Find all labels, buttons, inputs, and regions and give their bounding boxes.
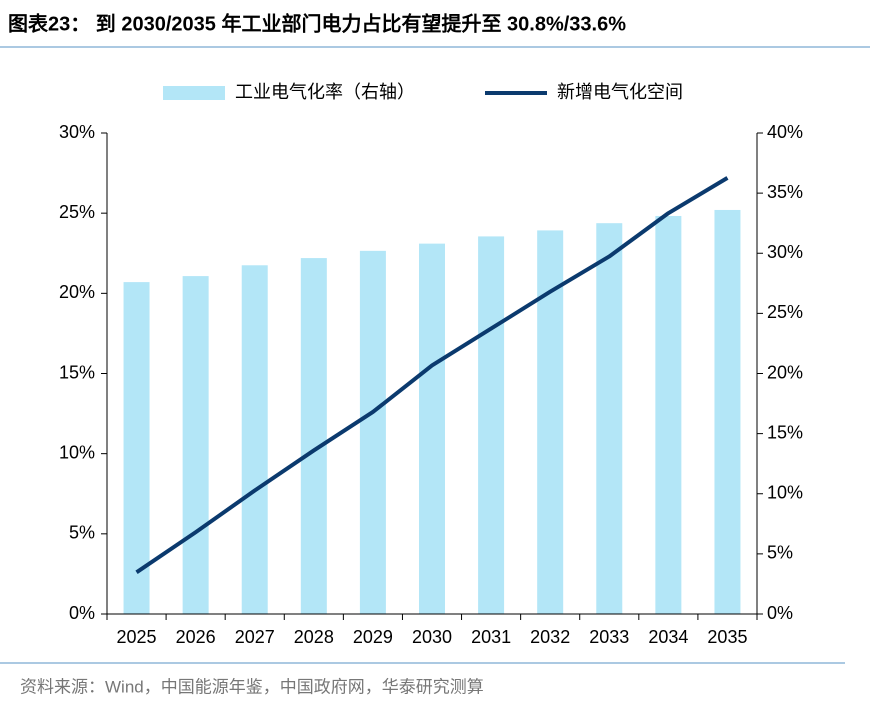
x-tick-label: 2027 — [235, 627, 275, 647]
x-tick-label: 2026 — [176, 627, 216, 647]
y-tick-label: 15% — [59, 362, 95, 382]
x-tick-label: 2035 — [707, 627, 747, 647]
y2-tick-label: 30% — [767, 242, 803, 262]
bar — [655, 215, 682, 614]
y-tick-label: 25% — [59, 202, 95, 222]
x-tick-label: 2034 — [648, 627, 688, 647]
y-tick-label: 5% — [69, 523, 95, 543]
bar — [182, 276, 209, 614]
x-tick-label: 2029 — [353, 627, 393, 647]
x-tick-label: 2028 — [294, 627, 334, 647]
source-note: 资料来源：Wind，中国能源年鉴，中国政府网，华泰研究测算 — [20, 677, 484, 696]
legend-label: 工业电气化率（右轴） — [235, 82, 415, 102]
x-tick-label: 2025 — [117, 627, 157, 647]
bar — [241, 265, 268, 614]
y2-tick-label: 25% — [767, 302, 803, 322]
y2-tick-label: 40% — [767, 122, 803, 142]
bar — [419, 243, 445, 614]
line-series — [135, 176, 729, 574]
bar — [300, 258, 327, 614]
y-tick-label: 20% — [59, 282, 95, 302]
x-tick-label: 2033 — [589, 627, 629, 647]
bar — [537, 230, 564, 614]
y-tick-label: 30% — [59, 122, 95, 142]
y2-tick-label: 35% — [767, 182, 803, 202]
legend-swatch — [163, 86, 225, 100]
bar — [596, 223, 623, 614]
x-tick-label: 2030 — [412, 627, 452, 647]
x-tick-label: 2032 — [530, 627, 570, 647]
y2-tick-label: 20% — [767, 362, 803, 382]
chart-title: 图表23： 到 2030/2035 年工业部门电力占比有望提升至 30.8%/3… — [8, 11, 626, 35]
bar — [123, 282, 150, 614]
bar — [359, 250, 386, 614]
bar — [478, 236, 505, 615]
bar — [714, 209, 741, 614]
y2-tick-label: 5% — [767, 543, 793, 563]
y-tick-label: 0% — [69, 603, 95, 623]
y2-tick-label: 0% — [767, 603, 793, 623]
y2-tick-label: 10% — [767, 483, 803, 503]
legend-label: 新增电气化空间 — [557, 82, 683, 102]
y2-tick-label: 15% — [767, 422, 803, 442]
y-tick-label: 10% — [59, 442, 95, 462]
x-tick-label: 2031 — [471, 627, 511, 647]
